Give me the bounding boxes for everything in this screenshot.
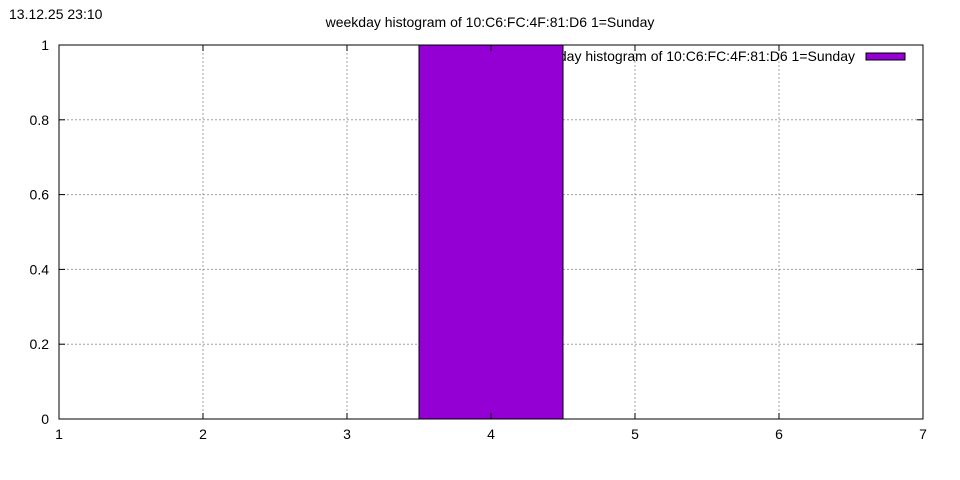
x-tick-label: 1 bbox=[55, 426, 63, 442]
histogram-bar bbox=[418, 44, 564, 420]
y-tick-label: 0.4 bbox=[30, 261, 50, 277]
legend-label: weekday histogram of 10:C6:FC:4F:81:D6 1… bbox=[525, 48, 855, 64]
timestamp: 13.12.25 23:10 bbox=[9, 6, 103, 22]
y-tick-label: 0.6 bbox=[30, 187, 50, 203]
legend-swatch bbox=[865, 52, 906, 61]
x-tick-label: 7 bbox=[919, 426, 927, 442]
y-tick-label: 0.8 bbox=[30, 112, 50, 128]
y-tick-label: 0 bbox=[41, 411, 49, 427]
axis-ticks: 1 2 3 4 5 6 7 0 0.2 0.4 0.6 0.8 1 bbox=[30, 37, 928, 442]
x-tick-label: 2 bbox=[199, 426, 207, 442]
x-tick-label: 3 bbox=[343, 426, 351, 442]
x-tick-label: 4 bbox=[487, 426, 495, 442]
chart-title: weekday histogram of 10:C6:FC:4F:81:D6 1… bbox=[325, 14, 655, 30]
y-tick-label: 1 bbox=[41, 37, 49, 53]
x-tick-label: 5 bbox=[631, 426, 639, 442]
y-tick-label: 0.2 bbox=[30, 336, 50, 352]
x-tick-label: 6 bbox=[775, 426, 783, 442]
bars bbox=[418, 44, 564, 420]
